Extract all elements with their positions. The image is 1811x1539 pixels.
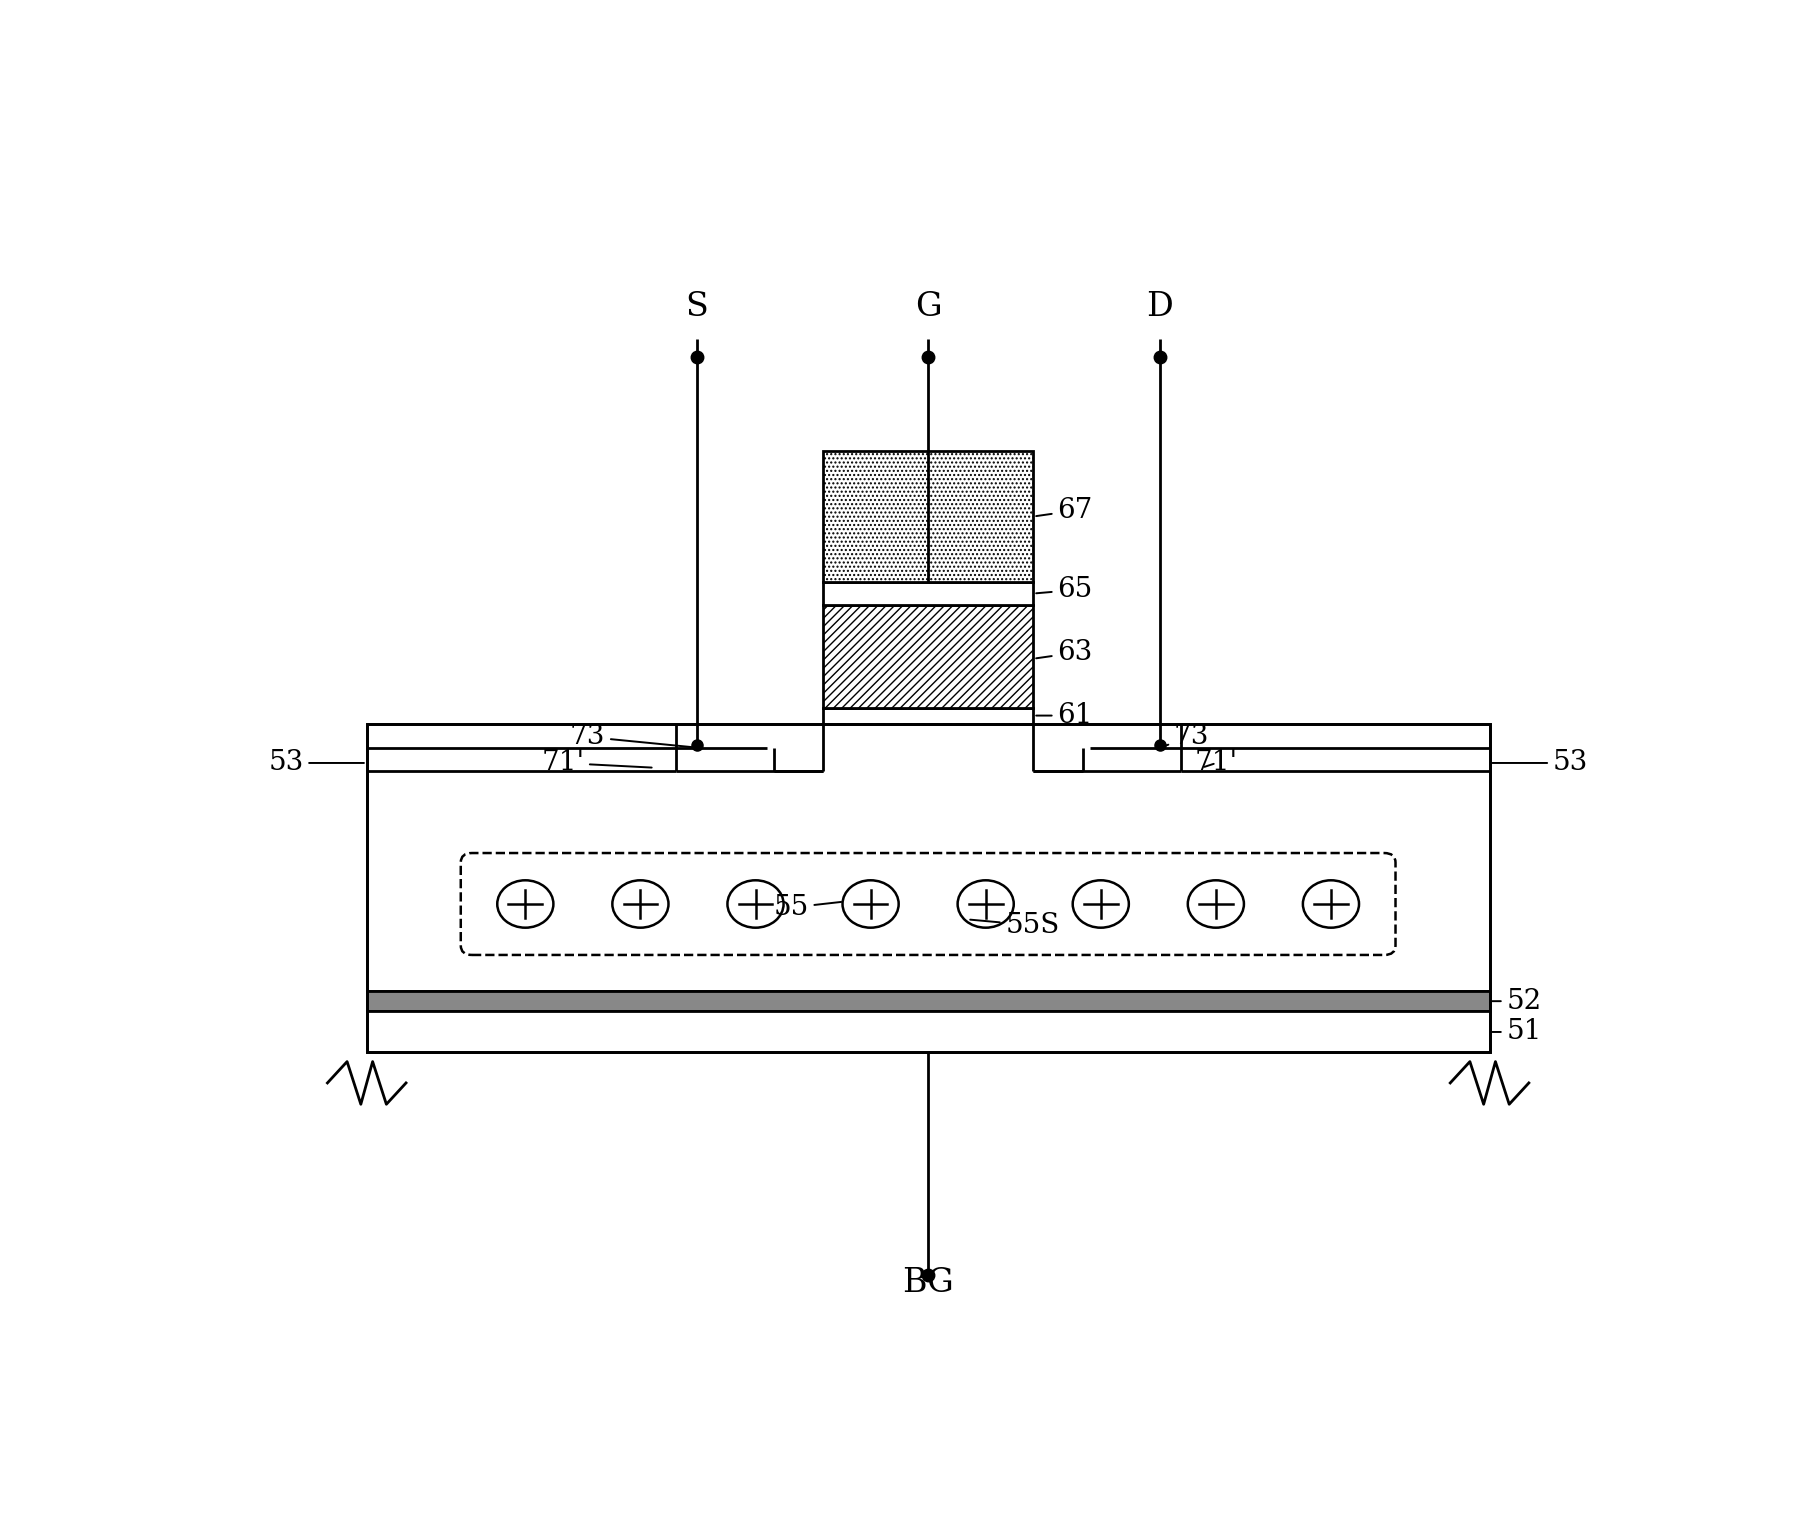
Text: 71': 71' [1195, 749, 1239, 777]
Text: 73: 73 [570, 723, 694, 751]
Text: 65: 65 [1036, 577, 1092, 603]
Bar [368, 723, 1490, 991]
Bar [822, 708, 1034, 723]
Bar [822, 605, 1034, 708]
Text: 55S: 55S [971, 911, 1059, 939]
Text: BG: BG [902, 1267, 954, 1299]
FancyBboxPatch shape [460, 853, 1396, 954]
Text: 55: 55 [773, 894, 840, 920]
Text: 53: 53 [268, 749, 364, 777]
Bar [822, 451, 1034, 582]
Text: 63: 63 [1036, 639, 1092, 666]
Text: G: G [915, 291, 942, 323]
Text: S: S [685, 291, 708, 323]
Bar [368, 991, 1490, 1011]
Text: D: D [1146, 291, 1174, 323]
Text: 52: 52 [1492, 988, 1541, 1014]
Text: 53: 53 [1492, 749, 1588, 777]
Bar [368, 723, 1490, 1053]
Text: 71': 71' [541, 749, 652, 777]
Text: 51: 51 [1492, 1019, 1541, 1045]
Text: 73: 73 [1163, 723, 1210, 751]
Text: 67: 67 [1036, 497, 1092, 525]
Bar [368, 1011, 1490, 1053]
Bar [822, 582, 1034, 605]
Text: 61: 61 [1036, 702, 1092, 729]
